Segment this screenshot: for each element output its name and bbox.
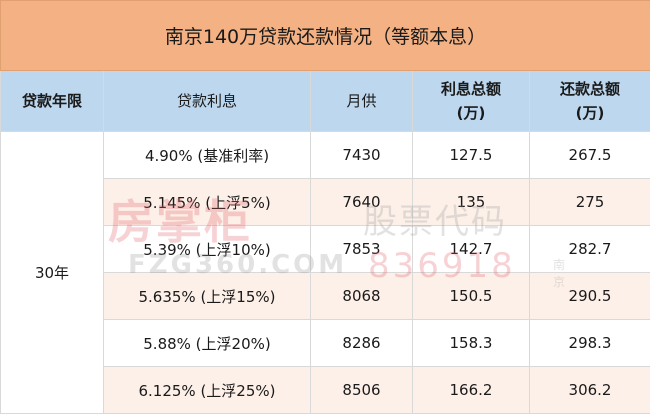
header-interest-total-line2: (万) [413, 101, 529, 125]
rate-cell: 5.88% (上浮20%) [104, 320, 311, 367]
header-interest-total: 利息总额 (万) [413, 71, 530, 132]
table-title: 南京140万贷款还款情况（等额本息） [1, 1, 650, 71]
monthly-cell: 7853 [311, 226, 413, 273]
rate-cell: 5.39% (上浮10%) [104, 226, 311, 273]
monthly-cell: 7430 [311, 132, 413, 179]
rate-cell: 4.90% (基准利率) [104, 132, 311, 179]
rate-cell: 5.145% (上浮5%) [104, 179, 311, 226]
header-term: 贷款年限 [1, 71, 104, 132]
total-cell: 290.5 [530, 273, 650, 320]
monthly-cell: 8068 [311, 273, 413, 320]
interest-cell: 142.7 [413, 226, 530, 273]
interest-cell: 166.2 [413, 367, 530, 414]
header-interest-total-line1: 利息总额 [413, 77, 529, 101]
interest-cell: 135 [413, 179, 530, 226]
interest-cell: 158.3 [413, 320, 530, 367]
rate-cell: 5.635% (上浮15%) [104, 273, 311, 320]
table-row: 30年 4.90% (基准利率) 7430 127.5 267.5 [1, 132, 650, 179]
monthly-cell: 8506 [311, 367, 413, 414]
header-repay-total-line1: 还款总额 [530, 77, 650, 101]
total-cell: 298.3 [530, 320, 650, 367]
rate-cell: 6.125% (上浮25%) [104, 367, 311, 414]
header-rate: 贷款利息 [104, 71, 311, 132]
monthly-cell: 7640 [311, 179, 413, 226]
total-cell: 306.2 [530, 367, 650, 414]
header-row: 贷款年限 贷款利息 月供 利息总额 (万) 还款总额 (万) [1, 71, 650, 132]
interest-cell: 127.5 [413, 132, 530, 179]
total-cell: 282.7 [530, 226, 650, 273]
interest-cell: 150.5 [413, 273, 530, 320]
total-cell: 267.5 [530, 132, 650, 179]
header-repay-total: 还款总额 (万) [530, 71, 650, 132]
total-cell: 275 [530, 179, 650, 226]
header-monthly: 月供 [311, 71, 413, 132]
monthly-cell: 8286 [311, 320, 413, 367]
term-cell: 30年 [1, 132, 104, 414]
header-repay-total-line2: (万) [530, 101, 650, 125]
